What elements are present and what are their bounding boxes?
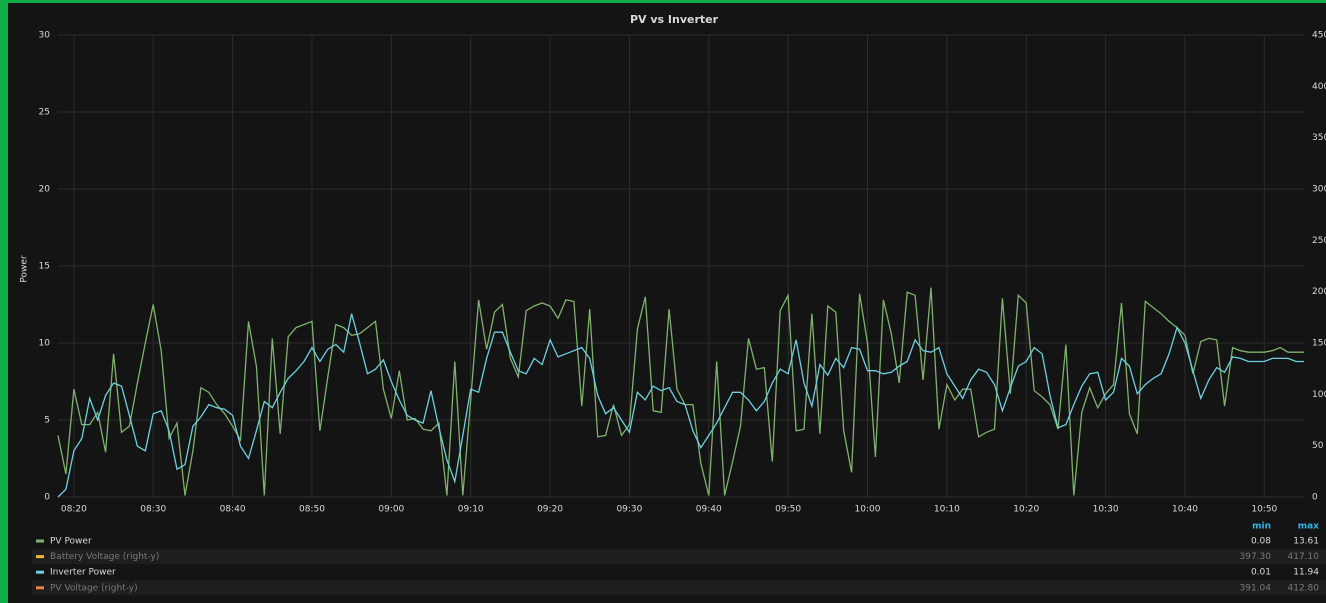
x-tick-label: 10:50 [1251,505,1277,515]
legend-row-bg [32,549,1326,565]
x-tick-label: 10:10 [934,505,960,515]
x-tick-label: 09:50 [775,505,801,515]
x-tick-label: 08:40 [220,505,246,515]
y-tick-label: 30 [39,31,51,41]
x-tick-label: 10:30 [1093,505,1119,515]
legend-row-bg [32,580,1326,596]
legend-min: 391.04 [1240,583,1272,593]
x-tick-label: 08:20 [61,505,87,515]
y2-tick-label: 150 [1312,339,1326,349]
y-tick-label: 0 [44,493,50,503]
chart-title: PV vs Inverter [630,13,719,26]
x-tick-label: 09:00 [378,505,404,515]
y2-tick-label: 300 [1312,185,1326,195]
y-tick-label: 15 [39,262,50,272]
legend-min: 397.30 [1240,552,1272,562]
legend-label: Battery Voltage (right-y) [50,552,159,562]
legend-label: PV Voltage (right-y) [50,583,138,593]
y-tick-label: 20 [39,185,51,195]
x-tick-label: 09:30 [616,505,642,515]
series-line [57,313,1304,498]
y-tick-label: 10 [39,339,51,349]
x-tick-label: 10:40 [1172,505,1198,515]
x-tick-label: 09:20 [537,505,563,515]
y2-tick-label: 0 [1312,493,1318,503]
x-tick-label: 09:10 [458,505,484,515]
legend-header: min [1252,522,1271,532]
legend-min: 0.01 [1251,568,1271,578]
x-tick-label: 08:50 [299,505,325,515]
y-tick-label: 25 [39,108,50,118]
y2-tick-label: 50 [1312,441,1324,451]
legend-max: 412.80 [1288,583,1320,593]
y-tick-label: 5 [44,416,50,426]
x-tick-label: 09:40 [696,505,722,515]
y2-tick-label: 350 [1312,133,1326,143]
legend-label: PV Power [50,537,92,547]
panel: PV vs Inverter Power 0510152025300501001… [8,3,1326,603]
x-tick-label: 08:30 [140,505,166,515]
y2-tick-label: 250 [1312,236,1326,246]
legend-min: 0.08 [1251,537,1271,547]
series-line [57,287,1304,496]
x-tick-label: 10:00 [855,505,881,515]
y-axis-label: Power [20,255,30,283]
y2-tick-label: 100 [1312,390,1326,400]
legend-max: 13.61 [1293,537,1319,547]
legend-header: max [1298,522,1319,532]
legend-max: 11.94 [1293,568,1319,578]
y2-tick-label: 400 [1312,82,1326,92]
y2-tick-label: 200 [1312,287,1326,297]
legend-max: 417.10 [1288,552,1320,562]
legend-label: Inverter Power [50,568,116,578]
x-tick-label: 10:20 [1013,505,1039,515]
y2-tick-label: 450 [1312,31,1326,41]
